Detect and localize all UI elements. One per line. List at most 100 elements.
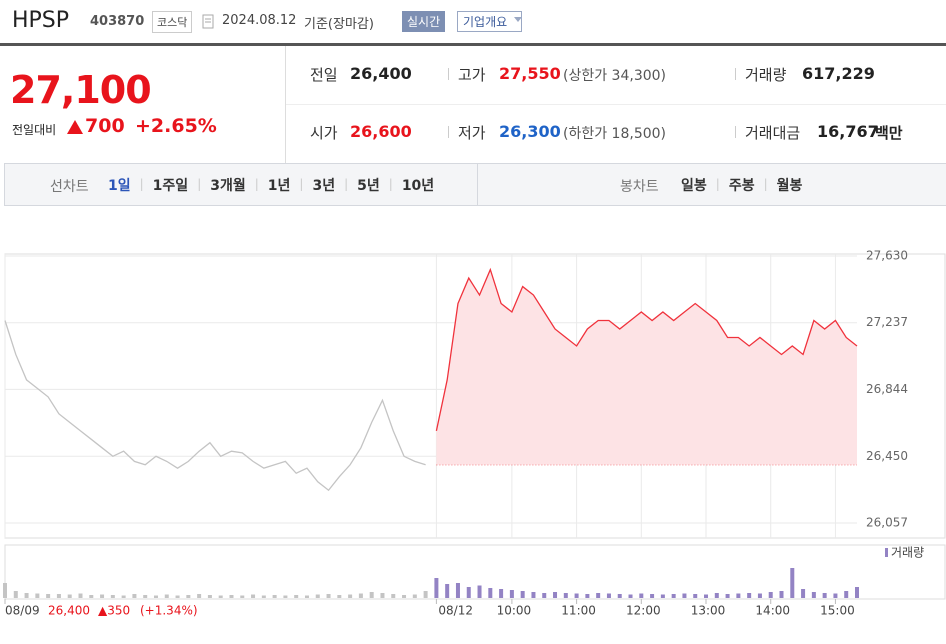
tab-group-label: 선차트 — [50, 179, 89, 195]
field-label: 전일 — [310, 66, 338, 84]
price-limit: (하한가 18,500) — [563, 126, 667, 142]
tab[interactable]: 주봉 — [728, 178, 755, 194]
volume-frame — [4, 544, 946, 600]
volume-bar — [78, 593, 83, 598]
tab[interactable]: 3년 — [312, 178, 336, 194]
legend-swatch — [885, 548, 888, 557]
volume-bar — [477, 585, 482, 598]
realtime-button[interactable]: 실시간 — [402, 11, 446, 32]
volume-bar — [402, 595, 407, 598]
divider — [285, 46, 286, 163]
field-label: 고가 — [458, 66, 486, 84]
tab-separator: | — [139, 177, 144, 191]
volume-bar — [553, 592, 558, 598]
tab[interactable]: 10년 — [401, 178, 435, 194]
volume-bar — [747, 593, 752, 598]
tab[interactable]: 3개월 — [210, 178, 246, 194]
tab-separator: | — [388, 177, 393, 191]
volume-bar — [412, 594, 417, 598]
field-value: 26,400 — [350, 64, 412, 83]
volume-bar — [132, 594, 137, 598]
volume-bar — [89, 595, 94, 598]
divider — [448, 68, 449, 80]
volume-bar — [391, 594, 396, 598]
market-badge: 코스닥 — [152, 11, 193, 33]
tab[interactable]: 월봉 — [776, 178, 803, 194]
x-tick-label: 08/09 — [5, 604, 40, 618]
volume-bar — [779, 591, 784, 598]
volume-bar — [822, 593, 827, 598]
volume-bar — [207, 595, 212, 598]
dropdown-icon — [514, 17, 522, 22]
tab-bar: 선차트 1일 | 1주일 | 3개월 | 1년 | 3년 | 5년 | 10년 봉차트 일봉 | 주봉 | 월봉 — [4, 163, 946, 206]
volume-bar — [251, 594, 256, 598]
tab[interactable]: 5년 — [357, 178, 380, 194]
volume-bar — [455, 583, 460, 598]
field-value: 16,767 — [817, 122, 879, 141]
tab-separator: | — [763, 177, 768, 191]
volume-bar — [348, 594, 353, 598]
volume-bar — [671, 594, 676, 598]
volume-bar — [574, 593, 579, 598]
up-icon — [67, 120, 83, 134]
x-tick-label: 15:00 — [820, 604, 855, 618]
x-tick-label: 11:00 — [561, 604, 596, 618]
tab[interactable]: 1년 — [267, 178, 291, 194]
company-button[interactable]: 기업개요 — [457, 11, 523, 32]
volume-bar — [768, 592, 773, 598]
row-rule — [286, 104, 946, 105]
volume-bar — [682, 593, 687, 598]
tab-separator: | — [197, 177, 202, 191]
volume-bar — [639, 593, 644, 598]
volume-bar — [434, 578, 439, 598]
price-line — [435, 267, 858, 431]
volume-bar — [369, 592, 374, 598]
volume-bar — [466, 587, 471, 598]
volume-bar — [617, 594, 622, 598]
y-tick-label: 26,450 — [866, 449, 908, 463]
volume-bar — [46, 594, 51, 598]
field-value: 617,229 — [802, 64, 875, 83]
volume-bar — [811, 592, 816, 598]
tab[interactable]: 1일 — [108, 178, 131, 194]
volume-bar — [67, 594, 72, 598]
volume-bar — [229, 595, 234, 598]
x-tick-label: 13:00 — [691, 604, 726, 618]
volume-bar — [380, 593, 385, 598]
volume-bar — [855, 587, 859, 598]
doc-icon — [202, 14, 214, 29]
tab-separator: | — [299, 177, 304, 191]
tab[interactable]: 일봉 — [681, 178, 707, 194]
volume-bar — [283, 595, 288, 598]
date: 2024.08.12 — [222, 13, 297, 28]
tab[interactable]: 1주일 — [152, 178, 189, 194]
volume-bar — [121, 595, 126, 598]
change: 700 — [85, 115, 125, 137]
chart: 26,057 26,450 26,844 27,237 27,630 08/09 08/12… — [3, 249, 946, 618]
volume-bar — [714, 593, 719, 598]
price-limit: (상한가 34,300) — [563, 68, 667, 84]
volume-bar — [650, 594, 655, 598]
divider — [735, 126, 736, 138]
divider — [477, 164, 478, 205]
volume-bar — [520, 591, 525, 598]
volume-bar — [423, 591, 428, 598]
volume-bar — [606, 593, 611, 598]
field-value: 26,600 — [350, 122, 412, 141]
company-label: 기업개요 — [463, 15, 508, 29]
tab-separator: | — [344, 177, 349, 191]
volume-bar — [585, 594, 590, 598]
volume-bar — [13, 591, 18, 598]
y-tick-label: 27,237 — [866, 315, 908, 329]
price: 27,100 — [10, 68, 152, 112]
price-line — [4, 320, 426, 492]
volume-bar — [3, 583, 7, 598]
volume-bar — [35, 593, 40, 598]
x-tick-label: 10:00 — [497, 604, 532, 618]
divider — [735, 68, 736, 80]
tab-group-label: 봉차트 — [620, 179, 659, 195]
header-rule — [0, 43, 946, 46]
footer-change: ▲350 — [98, 604, 130, 618]
candle-tabs: 일봉 | 주봉 | 월봉 — [681, 175, 802, 195]
